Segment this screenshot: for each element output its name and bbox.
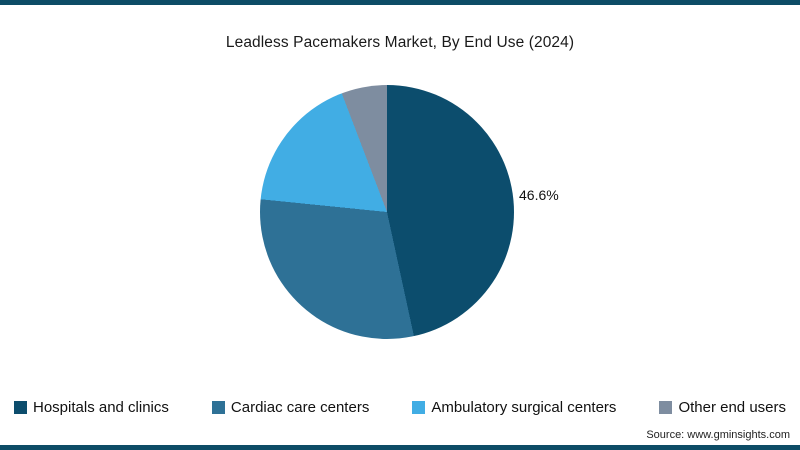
bottom-border [0,445,800,450]
pie-chart [260,85,514,339]
legend-item-other: Other end users [659,399,786,416]
pie-data-label: 46.6% [519,187,559,203]
legend-label-other: Other end users [678,399,786,416]
legend-label-cardiac: Cardiac care centers [230,399,370,416]
legend-item-hospitals: Hospitals and clinics [14,399,169,416]
chart-title: Leadless Pacemakers Market, By End Use (… [225,34,575,51]
legend-swatch-ambulatory [412,401,426,414]
legend-swatch-cardiac [211,401,225,414]
legend-swatch-hospitals [14,401,27,414]
legend-item-ambulatory: Ambulatory surgical centers [412,399,616,416]
top-border [0,0,800,5]
legend-label-hospitals: Hospitals and clinics [33,399,169,416]
legend-label-ambulatory: Ambulatory surgical centers [431,399,617,416]
legend: Hospitals and clinics Cardiac care cente… [0,399,800,416]
source-text: Source: www.gminsights.com [646,429,790,441]
legend-swatch-other [659,401,673,414]
legend-item-cardiac: Cardiac care centers [211,399,370,416]
